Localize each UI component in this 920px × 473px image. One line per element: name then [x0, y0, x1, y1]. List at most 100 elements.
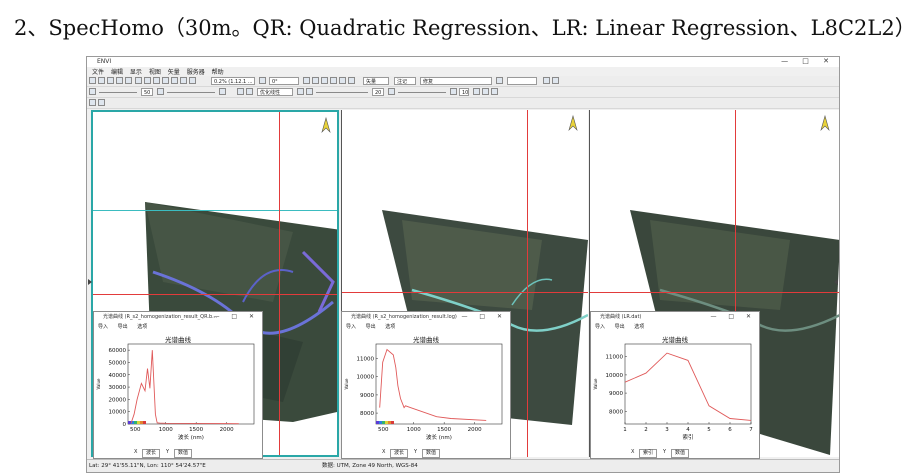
crosshair-icon[interactable] [259, 77, 266, 84]
north-arrow-icon [568, 114, 578, 132]
y-axis-select[interactable]: 数值 [422, 449, 441, 458]
y-axis-title: Value [593, 378, 598, 390]
export-menu[interactable]: 导出 [365, 324, 376, 330]
link-views-icon[interactable] [89, 99, 96, 106]
go-icon[interactable] [496, 77, 503, 84]
sync-icon[interactable] [98, 99, 105, 106]
select-icon[interactable] [135, 77, 142, 84]
stretch-combo[interactable]: 矢量 [363, 77, 389, 85]
spectrum-swatch [376, 421, 379, 424]
y-axis-select[interactable]: 数值 [671, 449, 690, 458]
portal-icon[interactable] [312, 77, 319, 84]
menu-server[interactable]: 服务器 [186, 69, 205, 76]
x-axis-select[interactable]: 索引 [639, 449, 658, 458]
plot-area [624, 343, 752, 425]
annotate-combo[interactable]: 注记 [394, 77, 416, 85]
x-tick-label: 1000 [407, 427, 421, 433]
annotation-icon[interactable] [339, 77, 346, 84]
contrast-slider[interactable] [167, 92, 215, 93]
import-menu[interactable]: 导入 [595, 324, 606, 330]
status-projection: 数据: UTM, Zone 49 North, WGS-84 [322, 463, 418, 469]
measure-icon[interactable] [348, 77, 355, 84]
stretch-icon[interactable] [219, 88, 226, 95]
crosshair-horizontal [590, 292, 839, 293]
print-icon[interactable] [107, 77, 114, 84]
contrast-icon[interactable] [157, 88, 164, 95]
cursor-value-icon[interactable] [303, 77, 310, 84]
options-menu[interactable]: 选项 [385, 324, 396, 330]
histogram-icon[interactable] [237, 88, 244, 95]
y-axis-select[interactable]: 数值 [174, 449, 193, 458]
export-menu[interactable]: 导出 [117, 324, 128, 330]
y-tick-label: 9000 [360, 393, 374, 399]
flicker-icon[interactable] [473, 88, 480, 95]
north-arrow-icon [321, 116, 331, 134]
menu-file[interactable]: 文件 [92, 69, 105, 76]
options-menu[interactable]: 选项 [634, 324, 645, 330]
spectral-plot-log: 500 1000 1500 2000 8000 9000 10000 11000 波长 (nm)… [344, 343, 503, 441]
swipe-icon[interactable] [450, 88, 457, 95]
plot-area [127, 343, 255, 425]
brightness-slider[interactable] [99, 92, 137, 93]
spectral-window-controls[interactable]: — □ ✕ [461, 313, 507, 320]
y-tick-label: 8000 [360, 411, 374, 417]
import-menu[interactable]: 导入 [346, 324, 357, 330]
crosshair-horizontal [342, 292, 588, 293]
chip-icon[interactable] [552, 77, 559, 84]
transparency-icon[interactable] [388, 88, 395, 95]
sharpen-icon[interactable] [306, 88, 313, 95]
layer-icon[interactable] [116, 77, 123, 84]
find-combo[interactable] [507, 77, 537, 85]
save-view-icon[interactable] [543, 77, 550, 84]
import-menu[interactable]: 导入 [98, 324, 109, 330]
right-expand-arrow-icon[interactable] [834, 279, 838, 285]
rotate-icon[interactable] [153, 77, 160, 84]
save-icon[interactable] [98, 77, 105, 84]
spectral-footer: X 波长 Y 数值 [94, 447, 262, 458]
diamond-icon[interactable] [125, 77, 132, 84]
full-extent-icon[interactable] [189, 77, 196, 84]
y-tick-label: 40000 [109, 373, 127, 379]
x-axis-label-short: X [134, 449, 138, 455]
y-tick-label: 0 [123, 422, 127, 428]
reset-icon[interactable] [297, 88, 304, 95]
vector-combo[interactable]: 修复 [420, 77, 492, 85]
spectral-window-controls[interactable]: — □ ✕ [213, 313, 259, 320]
brightness-icon[interactable] [89, 88, 96, 95]
zoom-in-icon[interactable] [162, 77, 169, 84]
vector-edit-icon[interactable] [321, 77, 328, 84]
menu-edit[interactable]: 编辑 [110, 69, 123, 76]
blend-icon[interactable] [482, 88, 489, 95]
transparency-value[interactable]: 10 [459, 88, 469, 96]
fit-icon[interactable] [180, 77, 187, 84]
spectrum-swatch [137, 421, 140, 424]
sharpen-slider[interactable] [316, 92, 368, 93]
rgb-icon[interactable] [330, 77, 337, 84]
menu-help[interactable]: 帮助 [211, 69, 224, 76]
portal-view-icon[interactable] [491, 88, 498, 95]
window-controls[interactable]: — □ ✕ [781, 57, 835, 65]
x-axis-select[interactable]: 波长 [390, 449, 409, 458]
x-axis-select[interactable]: 波长 [142, 449, 161, 458]
left-expand-arrow-icon[interactable] [88, 279, 92, 285]
options-menu[interactable]: 选项 [137, 324, 148, 330]
scale-combo[interactable]: 0.2% (1.12.1 ... [211, 77, 255, 85]
brightness-value[interactable]: 50 [141, 88, 153, 96]
spectrum-swatch [382, 421, 385, 424]
auto-stretch-icon[interactable] [246, 88, 253, 95]
pan-icon[interactable] [144, 77, 151, 84]
transparency-slider[interactable] [398, 92, 446, 93]
spectrum-swatch [128, 421, 131, 424]
open-icon[interactable] [89, 77, 96, 84]
menu-display[interactable]: 显示 [129, 69, 142, 76]
status-coordinates: Lat: 29° 41'55.11"N, Lon: 110° 54'24.57"… [89, 463, 206, 469]
zoom-out-icon[interactable] [171, 77, 178, 84]
rotate-combo[interactable]: 0° [269, 77, 299, 85]
export-menu[interactable]: 导出 [614, 324, 625, 330]
menu-view[interactable]: 视图 [148, 69, 161, 76]
sharpen-value[interactable]: 20 [372, 88, 384, 96]
menu-vector[interactable]: 矢量 [167, 69, 180, 76]
spectrum-swatch [388, 421, 391, 424]
spectral-window-controls[interactable]: — □ ✕ [710, 313, 756, 320]
view-stretch-combo[interactable]: 优化线性 [257, 88, 293, 96]
